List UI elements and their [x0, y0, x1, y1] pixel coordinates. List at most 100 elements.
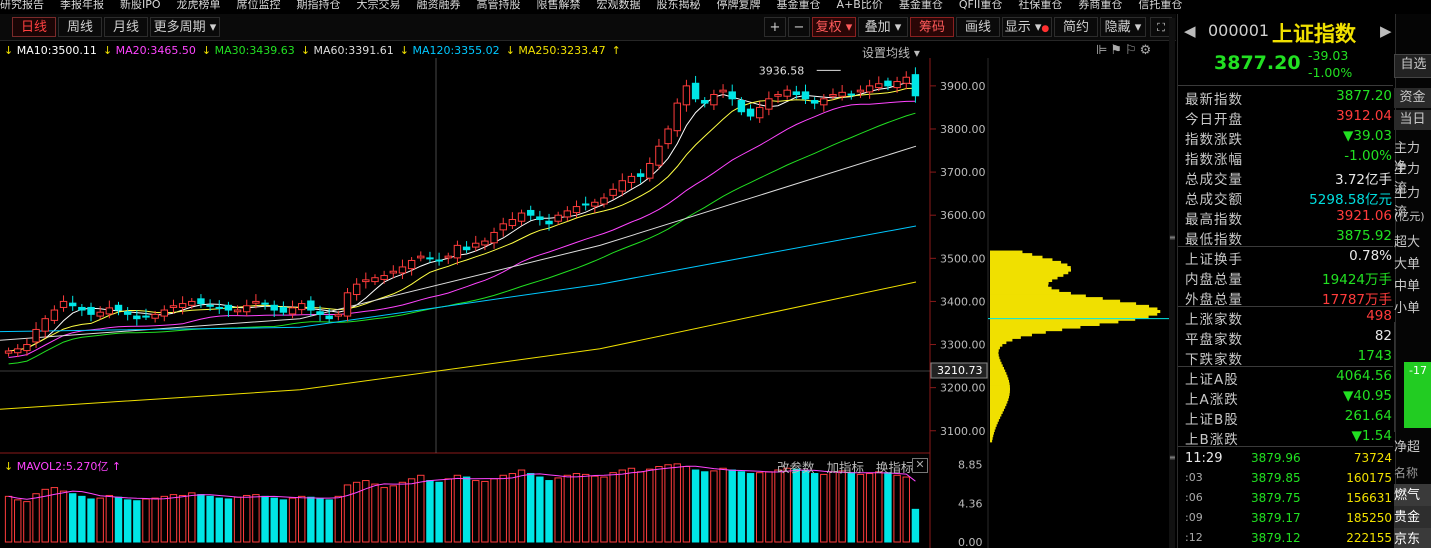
menu-item[interactable]: 期指持仓: [296, 0, 341, 11]
menu-item[interactable]: QFII重仓: [958, 0, 1003, 11]
tab-monthly[interactable]: 月线: [104, 17, 148, 37]
chip-bar: [990, 343, 1003, 347]
chart-tool-icons[interactable]: ⊫⚑⚐⚙: [1096, 43, 1154, 58]
candle-body: [847, 93, 856, 96]
candle-body: [389, 270, 398, 274]
chip-bar: [990, 364, 1003, 368]
sector-item[interactable]: 燃气: [1394, 484, 1431, 506]
flag-icon[interactable]: ⚑: [1110, 43, 1125, 58]
menu-item[interactable]: 新股IPO: [120, 0, 161, 11]
next-stock-icon[interactable]: ▶: [1380, 22, 1392, 40]
menu-item[interactable]: 信托重仓: [1138, 0, 1183, 11]
draw-line-button[interactable]: 画线: [956, 17, 1000, 37]
sector-item[interactable]: 贵金: [1394, 506, 1431, 528]
ma-arrow-icon: ↓: [300, 44, 314, 57]
chip-bar: [990, 289, 1060, 293]
volume-bar: [261, 495, 269, 543]
menu-item[interactable]: 社保重仓: [1018, 0, 1063, 11]
add-indicator-button[interactable]: 加指标: [826, 460, 864, 475]
watchlist-button[interactable]: 自选: [1394, 54, 1431, 78]
chip-bar: [990, 359, 1001, 363]
sector-item[interactable]: 京东: [1394, 528, 1431, 548]
volume-bar: [23, 501, 31, 543]
menu-item[interactable]: 券商重仓: [1078, 0, 1123, 11]
kline-chart[interactable]: 3900.00 3800.00 3700.00 3600.00 3500.00 3400.…: [0, 58, 1176, 548]
candle-body: [572, 206, 581, 214]
overlay-dropdown[interactable]: 叠加 ▾: [858, 17, 908, 37]
text-tool-icon[interactable]: ⊫: [1096, 43, 1111, 58]
change-param-button[interactable]: 改参数: [777, 460, 815, 475]
menu-item[interactable]: 融资融券: [416, 0, 461, 11]
zoom-out-button[interactable]: −: [788, 17, 810, 37]
splitter-handle-icon[interactable]: ≡: [1169, 233, 1176, 242]
stat-row: 上证换手 0.78%: [1181, 248, 1392, 268]
candle-body: [810, 100, 819, 104]
display-dropdown[interactable]: 显示 ▾●: [1002, 17, 1052, 37]
side-label: 中单: [1394, 279, 1421, 294]
stat-row: 最高指数 3921.06: [1181, 208, 1392, 228]
stock-code: 000001: [1208, 21, 1270, 40]
volume-bar: [517, 469, 526, 543]
tick-volume: 156631: [1346, 491, 1392, 505]
candle-body: [4, 350, 13, 354]
menu-item[interactable]: 高管持股: [476, 0, 521, 11]
ma-settings-link[interactable]: 设置均线 ▾: [862, 46, 920, 60]
volume-bar: [719, 467, 727, 543]
chip-bar: [990, 374, 1008, 378]
hide-dropdown[interactable]: 隐藏 ▾: [1100, 17, 1146, 37]
candle-body: [765, 98, 773, 110]
chip-bar: [990, 268, 1071, 272]
simple-mode-button[interactable]: 简约: [1054, 17, 1098, 37]
prev-stock-icon[interactable]: ◀: [1184, 22, 1196, 40]
menu-item[interactable]: 季报年报: [60, 0, 104, 11]
splitter-handle2-icon[interactable]: ≡: [1169, 453, 1176, 462]
stat-row: 上证A股 4064.56: [1181, 368, 1392, 388]
menu-item[interactable]: 大宗交易: [356, 0, 401, 11]
candle-body: [783, 89, 791, 97]
vol-label: MAVOL2:5.270亿: [16, 460, 109, 473]
zoom-in-button[interactable]: +: [764, 17, 786, 37]
menu-item[interactable]: A+B比价: [836, 0, 883, 11]
close-indicator-icon[interactable]: ✕: [912, 458, 928, 473]
gear-icon[interactable]: ⚙: [1139, 43, 1155, 58]
chips-button[interactable]: 筹码: [910, 17, 954, 37]
tab-daily[interactable]: 日线: [12, 17, 56, 37]
volume-bar: [902, 476, 910, 543]
candle-body: [545, 220, 553, 225]
menu-item[interactable]: 研究报告: [0, 0, 44, 11]
tab-weekly[interactable]: 周线: [58, 17, 102, 37]
menu-item[interactable]: 停牌复牌: [716, 0, 761, 11]
switch-indicator-button[interactable]: 换指标: [875, 460, 914, 475]
chip-bar: [990, 279, 1053, 283]
crosshair-price-box: [930, 362, 988, 379]
volume-bar: [96, 497, 104, 543]
today-tab[interactable]: 当日: [1394, 110, 1431, 130]
menu-item[interactable]: 限售解禁: [536, 0, 581, 11]
candle-body: [627, 175, 636, 183]
chip-bar: [990, 322, 1100, 326]
volume-bar: [14, 499, 22, 543]
volume-bar: [78, 495, 86, 543]
volume-bar: [737, 471, 746, 543]
chip-bar: [990, 260, 1062, 264]
chip-bar: [990, 403, 1007, 407]
menu-item[interactable]: 宏观数据: [596, 0, 641, 11]
menu-item[interactable]: 席位监控: [236, 0, 281, 11]
chip-bar: [990, 351, 999, 355]
stat-value: 17787万手: [1322, 292, 1392, 308]
menu-item[interactable]: 股东揭秘: [656, 0, 701, 11]
adjust-price-dropdown[interactable]: 复权 ▾: [812, 17, 856, 37]
more-periods-dropdown[interactable]: 更多周期 ▾: [150, 17, 220, 37]
ma-arrow-icon: ↓: [4, 44, 17, 57]
menu-item[interactable]: 龙虎榜单: [176, 0, 221, 11]
menu-item[interactable]: 基金重仓: [776, 0, 821, 11]
chart-scrollbar[interactable]: [1169, 18, 1175, 548]
more-periods-label: 更多周期: [153, 20, 206, 35]
chip-bar: [990, 281, 1049, 285]
price-axis-label: 3200.00: [940, 382, 986, 395]
fund-tab[interactable]: 资金: [1394, 88, 1431, 108]
adjust-label: 复权: [815, 20, 842, 35]
flag2-icon[interactable]: ⚐: [1124, 43, 1140, 58]
volume-bar: [765, 471, 773, 543]
menu-item[interactable]: 基金重仓: [898, 0, 943, 11]
